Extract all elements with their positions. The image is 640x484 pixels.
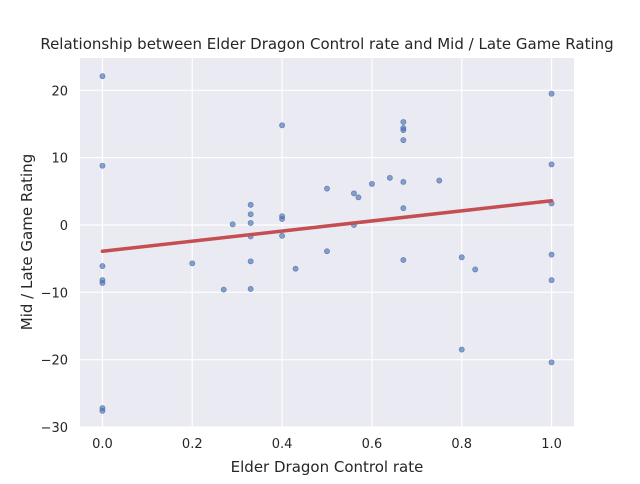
data-point [247, 286, 254, 292]
grid-lines [80, 58, 574, 428]
y-tick-label: −30 [41, 421, 68, 436]
data-point [99, 73, 106, 80]
data-point [220, 286, 227, 293]
y-tick-label: 10 [51, 152, 68, 167]
data-point [548, 359, 555, 366]
data-point [351, 190, 357, 197]
data-point [548, 277, 555, 284]
data-point [548, 161, 555, 168]
x-tick-labels: 0.0 0.2 0.4 0.6 0.8 1.0 [92, 437, 562, 452]
data-point [99, 407, 106, 414]
data-point [400, 127, 407, 133]
x-tick-label: 0.2 [182, 437, 203, 452]
data-point [99, 263, 106, 269]
x-tick-label: 0.8 [451, 437, 472, 452]
data-point [247, 211, 254, 218]
data-point [355, 194, 362, 201]
data-point [279, 122, 285, 129]
y-tick-labels: −30 −20 −10 0 10 20 [41, 84, 68, 436]
y-tick-label: −20 [41, 354, 68, 369]
data-point [189, 260, 196, 267]
data-point [400, 119, 407, 125]
data-points [99, 73, 555, 414]
data-point [324, 185, 330, 192]
y-tick-label: −10 [41, 286, 68, 301]
y-tick-label: 20 [51, 84, 68, 99]
x-tick-label: 0.6 [362, 437, 383, 452]
data-point [369, 181, 375, 187]
data-point [548, 251, 555, 258]
data-point [324, 248, 330, 255]
data-point [99, 162, 106, 169]
x-tick-label: 1.0 [541, 437, 562, 452]
regression-line [100, 199, 554, 254]
data-point [400, 137, 407, 144]
data-point [279, 216, 285, 222]
data-point [386, 174, 393, 181]
data-point [400, 257, 407, 263]
data-point [548, 90, 555, 97]
chart-title: Relationship between Elder Dragon Contro… [40, 35, 613, 53]
data-point [458, 346, 465, 353]
x-tick-label: 0.4 [272, 437, 293, 452]
data-point [436, 177, 443, 184]
data-point [279, 232, 285, 239]
data-point [400, 178, 407, 185]
data-point [247, 201, 254, 208]
data-point [400, 205, 407, 212]
data-point [292, 265, 299, 272]
y-axis-label: Mid / Late Game Rating [18, 154, 36, 330]
y-tick-label: 0 [60, 219, 68, 234]
data-point [229, 221, 236, 228]
data-point [99, 280, 106, 286]
regression-line-group [100, 199, 554, 254]
data-point [458, 254, 465, 261]
x-tick-label: 0.0 [92, 437, 113, 452]
data-point [472, 266, 479, 273]
plot-area-background [80, 58, 574, 427]
x-axis-label: Elder Dragon Control rate [231, 458, 424, 476]
data-point [247, 220, 254, 226]
data-point [247, 258, 254, 265]
